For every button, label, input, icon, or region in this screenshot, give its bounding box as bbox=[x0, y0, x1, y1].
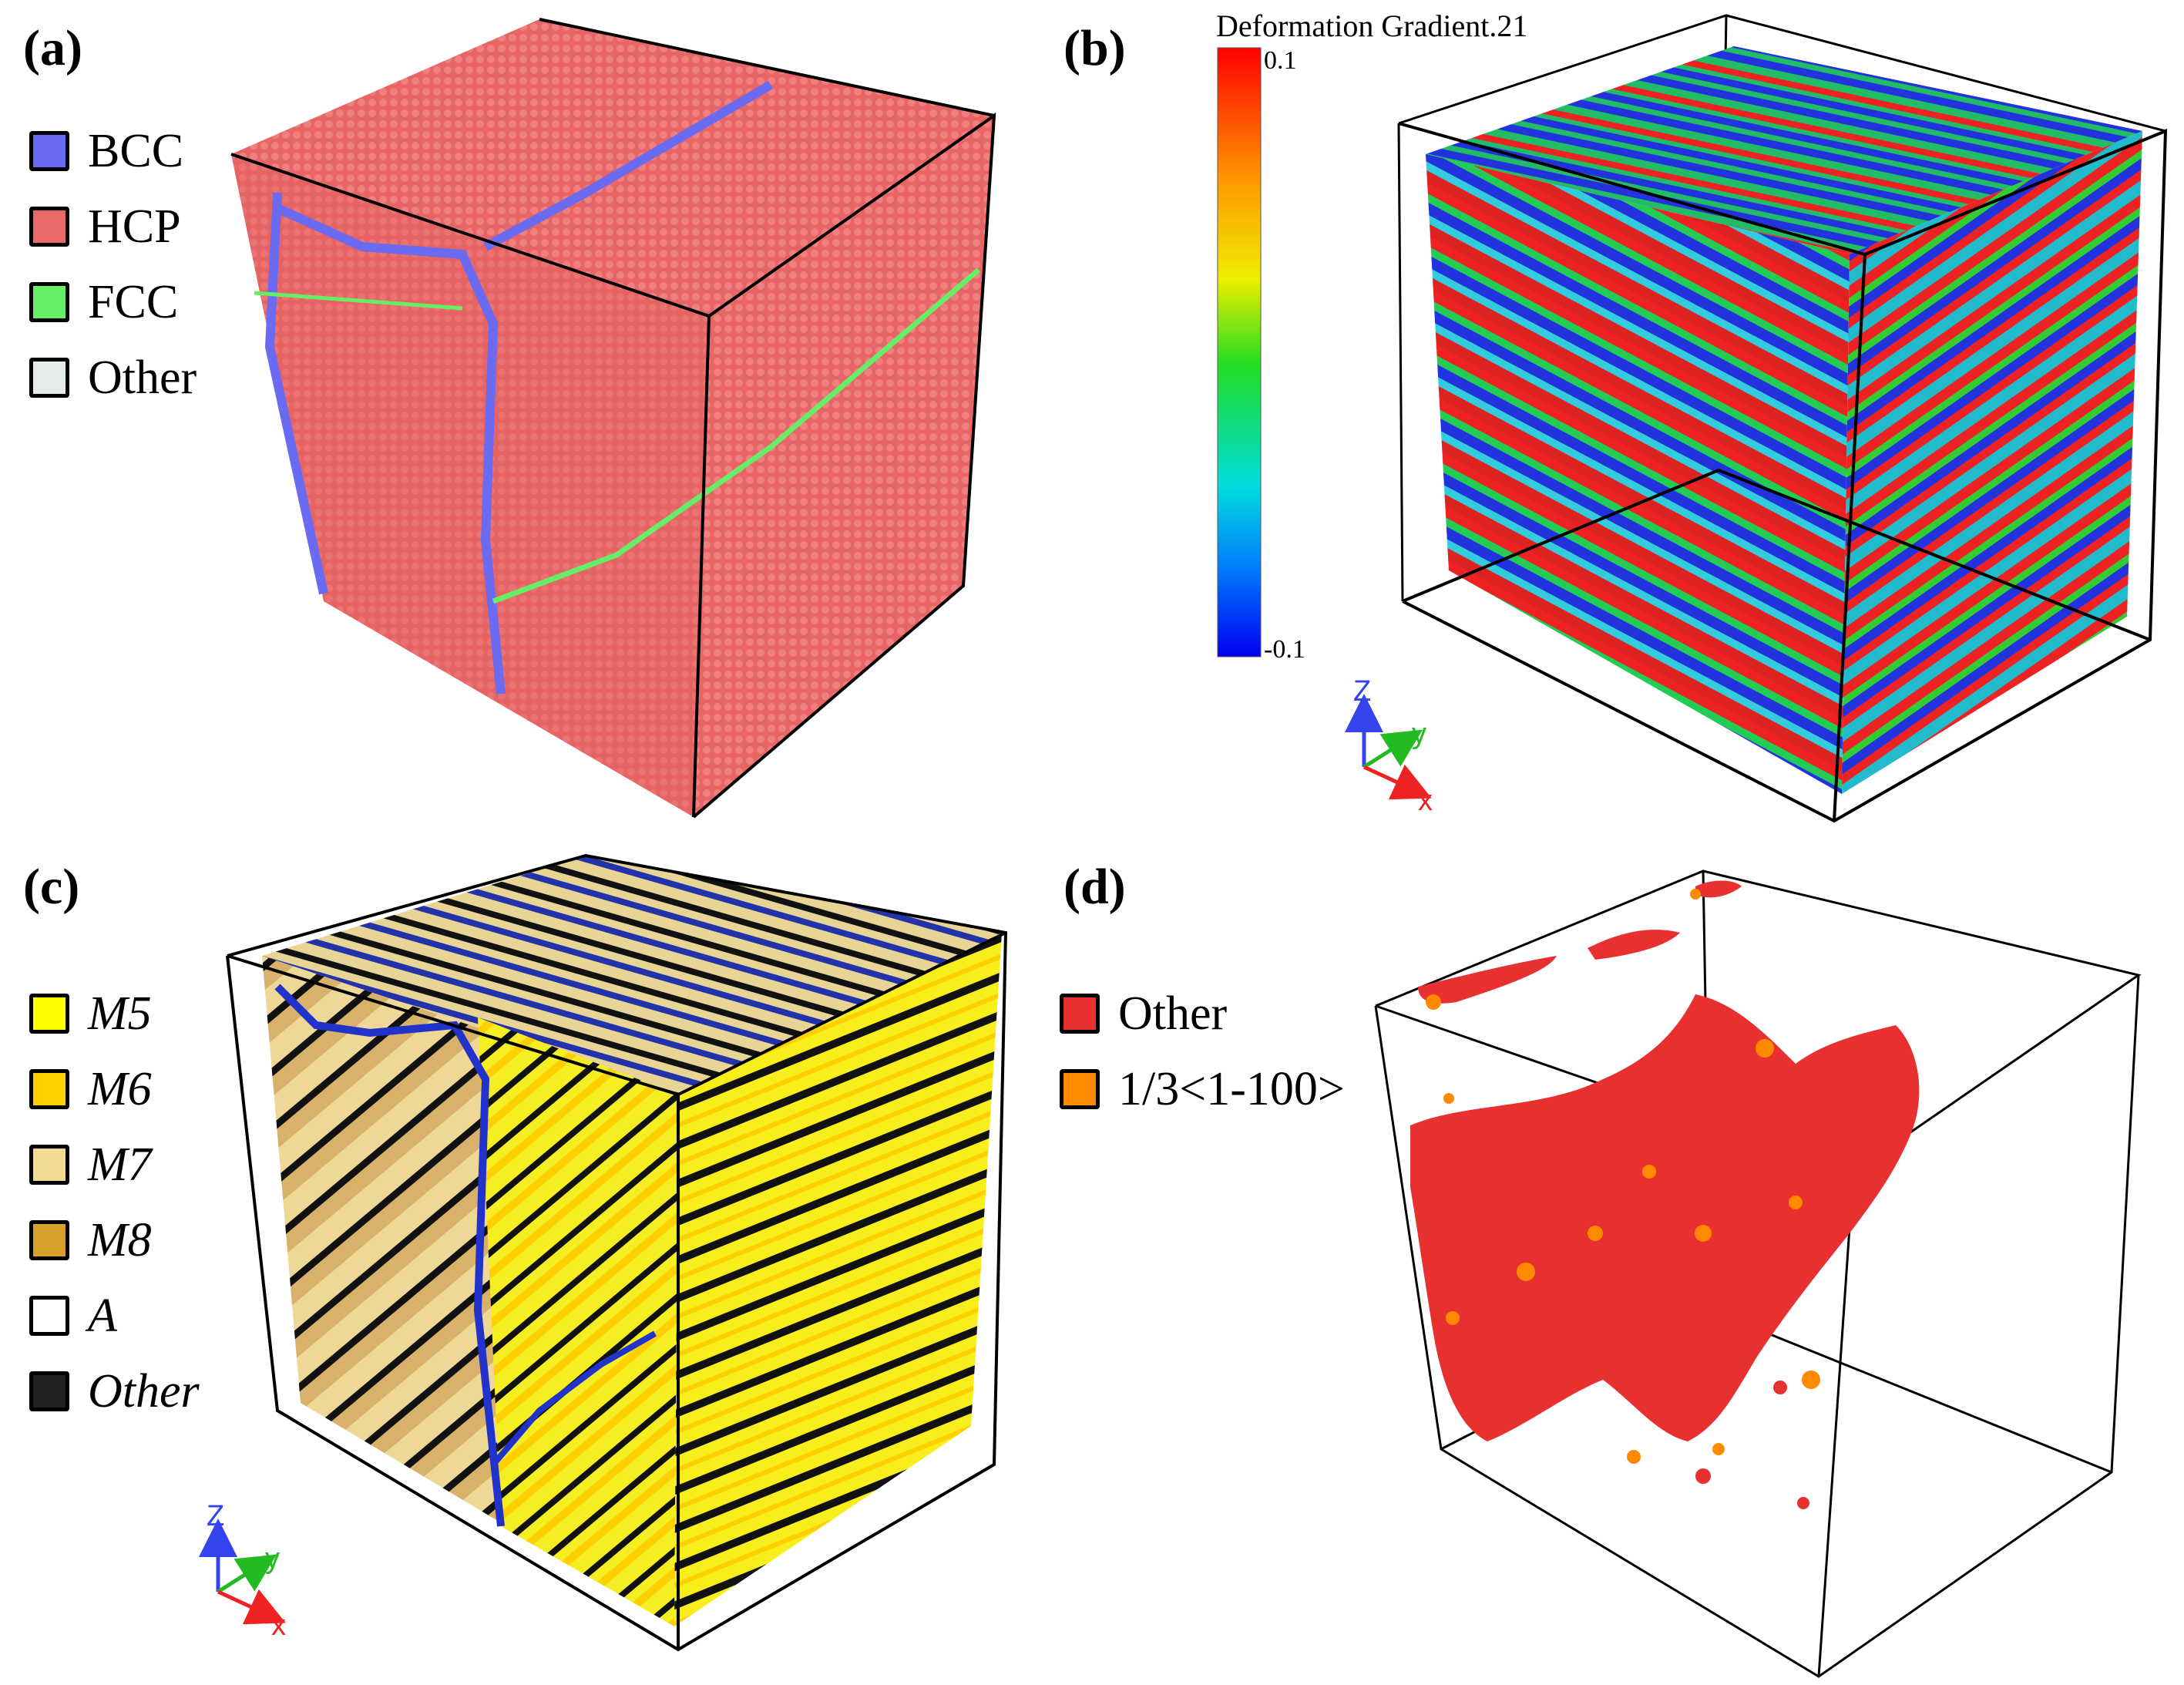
legend-swatch bbox=[29, 1145, 69, 1185]
legend-item: BCC bbox=[29, 113, 197, 189]
colorbar-min-label: -0.1 bbox=[1264, 635, 1305, 664]
legend-swatch bbox=[29, 1069, 69, 1109]
legend-label: 1/3<1-100> bbox=[1118, 1063, 1345, 1115]
axis-triad-c bbox=[199, 1519, 286, 1625]
legend-a: BCC HCP FCC Other bbox=[29, 113, 197, 415]
cube-b bbox=[1217, 14, 2168, 823]
legend-swatch bbox=[1060, 994, 1100, 1034]
colorbar-title: Deformation Gradient.21 bbox=[1216, 8, 1528, 43]
legend-item: Other bbox=[29, 1354, 200, 1429]
cube-a-right-face bbox=[694, 116, 994, 817]
legend-swatch bbox=[29, 994, 69, 1034]
legend-item: M7 bbox=[29, 1127, 200, 1202]
legend-label: Other bbox=[1118, 987, 1228, 1040]
legend-item: Other bbox=[1060, 976, 1345, 1051]
axis-label-x: x bbox=[1418, 785, 1433, 817]
cube-a bbox=[230, 18, 996, 819]
legend-swatch bbox=[29, 1371, 69, 1411]
legend-item: M5 bbox=[29, 976, 200, 1051]
panel-label-d: (d) bbox=[1063, 859, 1126, 915]
axis-label-z: Z bbox=[1353, 675, 1372, 708]
legend-label: FCC bbox=[88, 276, 179, 328]
legend-item: A bbox=[29, 1278, 200, 1354]
legend-item: Other bbox=[29, 340, 197, 415]
legend-label: Other bbox=[88, 1365, 200, 1418]
colorbar bbox=[1217, 47, 1262, 658]
legend-swatch bbox=[1060, 1069, 1100, 1109]
cube-b-left-face bbox=[1426, 154, 1850, 794]
legend-item: M8 bbox=[29, 1202, 200, 1278]
axis-label-y: y bbox=[1412, 718, 1426, 750]
panel-label-b: (b) bbox=[1063, 20, 1126, 76]
cube-a-left-face-texture bbox=[231, 154, 709, 817]
legend-label: BCC bbox=[88, 125, 184, 177]
legend-label: Other bbox=[88, 351, 197, 404]
axis-triad-b bbox=[1345, 694, 1432, 800]
legend-label: M8 bbox=[88, 1214, 152, 1266]
cube-a-fcc-boundary bbox=[254, 291, 463, 311]
cube-a-top-face bbox=[231, 19, 994, 316]
cube-d-partial-dislocations bbox=[1426, 889, 1820, 1464]
legend-c: M5 M6 M7 M8 A Other bbox=[29, 976, 200, 1429]
legend-item: FCC bbox=[29, 264, 197, 340]
panel-label-c: (c) bbox=[23, 859, 80, 915]
legend-item: M6 bbox=[29, 1051, 200, 1127]
legend-swatch bbox=[29, 1220, 69, 1260]
legend-item: HCP bbox=[29, 189, 197, 264]
legend-label: M7 bbox=[88, 1138, 152, 1191]
legend-swatch bbox=[29, 131, 69, 171]
legend-label: M5 bbox=[88, 987, 152, 1040]
cube-c-mid-face bbox=[478, 1017, 678, 1626]
legend-swatch bbox=[29, 282, 69, 322]
legend-d: Other 1/3<1-100> bbox=[1060, 976, 1345, 1127]
cube-a-bcc-boundary bbox=[483, 80, 774, 251]
colorbar-max-label: 0.1 bbox=[1264, 46, 1297, 75]
axis-label-x: x bbox=[271, 1609, 286, 1642]
cube-c-top-face bbox=[262, 856, 1002, 1095]
cube-a-bcc-boundary bbox=[275, 203, 506, 695]
cube-a-bcc-boundary bbox=[264, 192, 328, 595]
cube-a-fcc-boundary bbox=[492, 267, 981, 604]
axis-label-z: Z bbox=[207, 1500, 225, 1532]
cube-d bbox=[1374, 869, 2142, 1678]
legend-item: 1/3<1-100> bbox=[1060, 1051, 1345, 1127]
cube-b-right-face bbox=[1842, 131, 2142, 794]
cube-d-dislocation-cloud bbox=[1410, 880, 1920, 1509]
cube-b-top-face bbox=[1426, 46, 2142, 254]
legend-swatch bbox=[29, 1296, 69, 1336]
legend-swatch bbox=[29, 358, 69, 398]
legend-label: M6 bbox=[88, 1063, 152, 1115]
cube-c bbox=[199, 853, 1008, 1652]
legend-label: A bbox=[88, 1290, 117, 1342]
cube-c-right-face bbox=[674, 933, 1002, 1626]
legend-label: HCP bbox=[88, 200, 181, 253]
panel-label-a: (a) bbox=[23, 20, 82, 76]
legend-swatch bbox=[29, 207, 69, 247]
axis-label-y: y bbox=[265, 1542, 280, 1575]
